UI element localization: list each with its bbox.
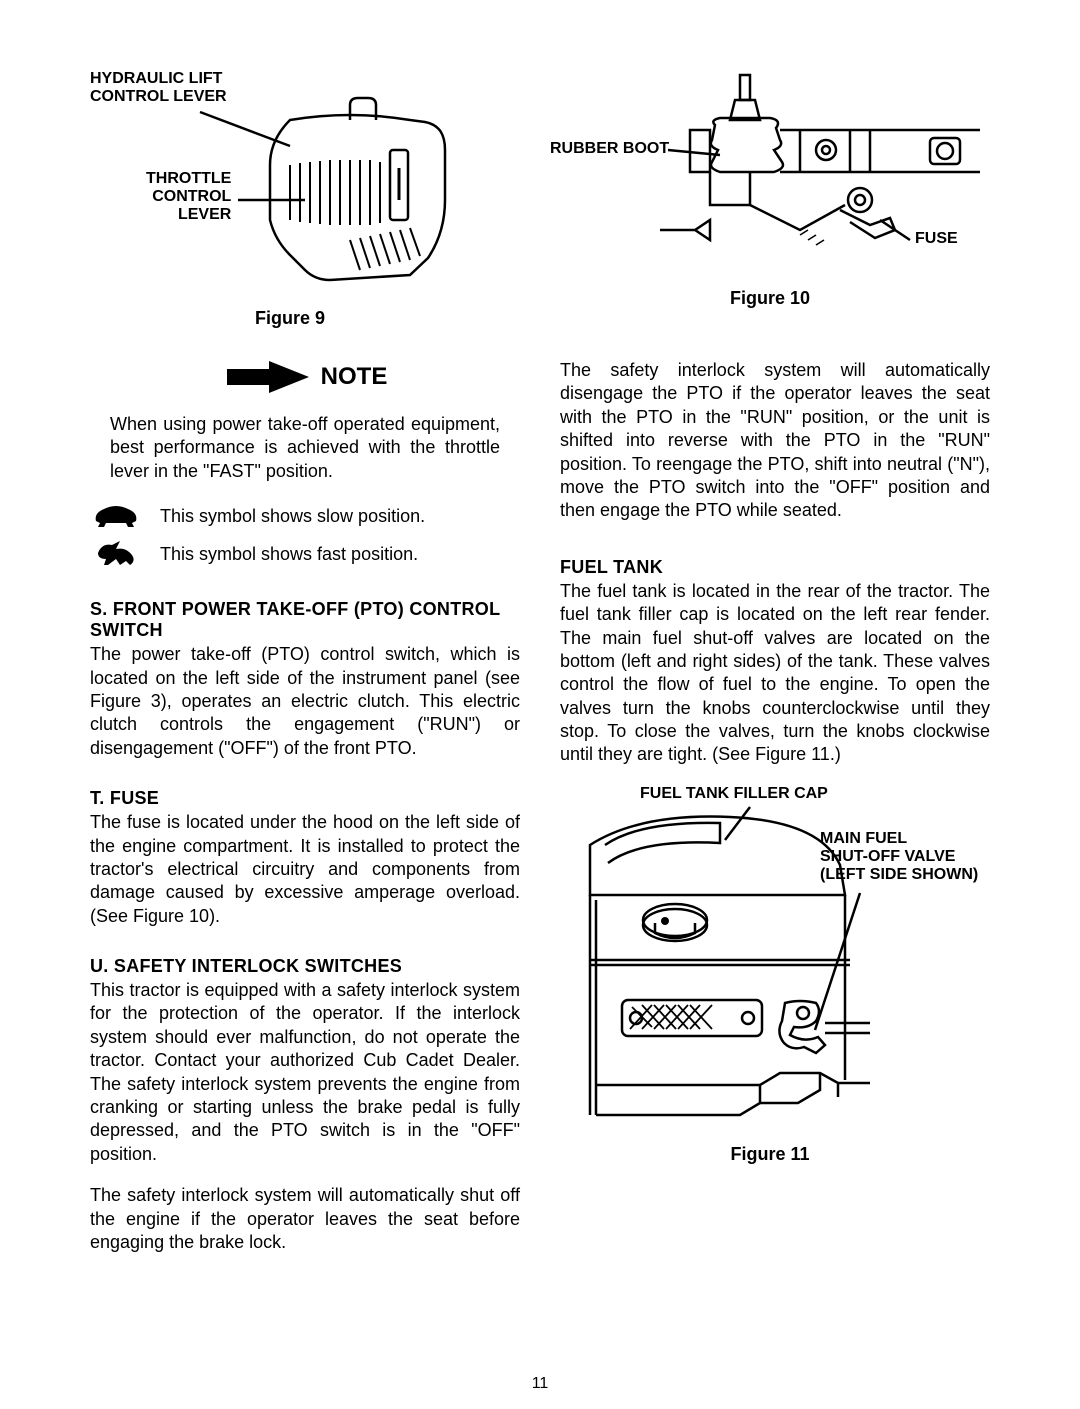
figures-row: HYDRAULIC LIFTCONTROL LEVER THROTTLECONT… — [90, 70, 990, 329]
left-column: NOTE When using power take-off operated … — [90, 359, 520, 1272]
slow-text: This symbol shows slow position. — [160, 506, 425, 527]
fig9-label-throttle: THROTTLECONTROLLEVER — [146, 170, 231, 224]
right-para-1: The safety interlock system will automat… — [560, 359, 990, 523]
note-block: NOTE — [90, 359, 520, 395]
heading-s: S. FRONT POWER TAKE-OFF (PTO) CONTROL SW… — [90, 599, 520, 641]
note-title: NOTE — [321, 363, 388, 391]
rabbit-icon — [90, 537, 142, 571]
arrow-icon — [223, 359, 313, 395]
slow-symbol-row: This symbol shows slow position. — [90, 501, 520, 531]
heading-fuel: FUEL TANK — [560, 557, 990, 578]
figure-10-illustration — [550, 70, 990, 280]
para-fuel: The fuel tank is located in the rear of … — [560, 580, 990, 767]
para-s: The power take-off (PTO) control switch,… — [90, 643, 520, 760]
figure-9: HYDRAULIC LIFTCONTROL LEVER THROTTLECONT… — [90, 70, 490, 329]
fast-symbol-row: This symbol shows fast position. — [90, 537, 520, 571]
fig10-label-fuse: FUSE — [915, 230, 958, 248]
fig11-label-cap: FUEL TANK FILLER CAP — [640, 785, 828, 803]
heading-t: T. FUSE — [90, 788, 520, 809]
fig10-label-rubber: RUBBER BOOT — [550, 140, 669, 158]
note-paragraph: When using power take-off operated equip… — [90, 413, 520, 483]
figure-10: RUBBER BOOT FUSE — [550, 70, 990, 309]
para-u2: The safety interlock system will automat… — [90, 1184, 520, 1254]
content-row: NOTE When using power take-off operated … — [90, 359, 990, 1272]
figure-11-caption: Figure 11 — [560, 1144, 980, 1165]
turtle-icon — [90, 501, 142, 531]
figure-10-caption: Figure 10 — [550, 288, 990, 309]
para-t: The fuse is located under the hood on th… — [90, 811, 520, 928]
heading-u: U. SAFETY INTERLOCK SWITCHES — [90, 956, 520, 977]
fast-text: This symbol shows fast position. — [160, 544, 418, 565]
fig11-label-valve: MAIN FUELSHUT-OFF VALVE(LEFT SIDE SHOWN) — [820, 830, 978, 884]
fig9-label-hydraulic: HYDRAULIC LIFTCONTROL LEVER — [90, 70, 227, 106]
figure-9-caption: Figure 9 — [90, 308, 490, 329]
figure-11: FUEL TANK FILLER CAP MAIN FUELSHUT-OFF V… — [560, 785, 980, 1165]
right-column: The safety interlock system will automat… — [560, 359, 990, 1272]
page-number: 11 — [532, 1375, 549, 1393]
para-u1: This tractor is equipped with a safety i… — [90, 979, 520, 1166]
